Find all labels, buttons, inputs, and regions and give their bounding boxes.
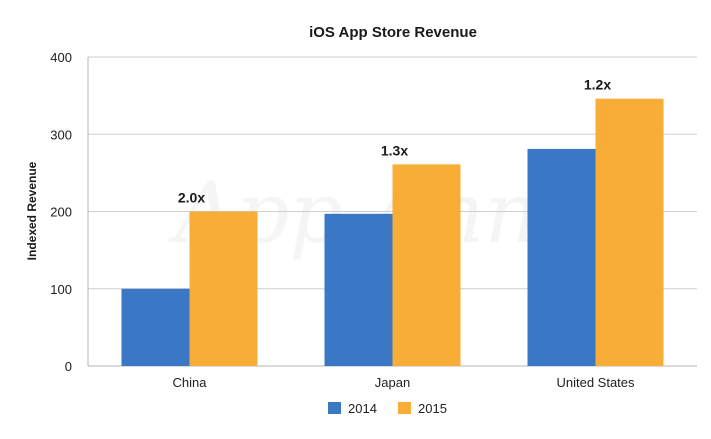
y-tick-label: 100: [50, 282, 72, 297]
labels: 0 100 200 300 400 China 2.0x Japan 1.3x United St…: [50, 50, 635, 390]
y-tick-label: 400: [50, 50, 72, 65]
bar-2015-united-states: [595, 98, 664, 366]
legend-label-2014: 2014: [348, 401, 377, 416]
growth-annotation: 1.2x: [584, 77, 611, 93]
y-tick-label: 200: [50, 205, 72, 220]
chart-title: iOS App Store Revenue: [309, 24, 477, 41]
bars: [121, 98, 664, 366]
bar-2015-china: [189, 211, 258, 366]
x-tick-label: China: [173, 375, 208, 390]
bar-2015-japan: [392, 164, 461, 366]
legend-swatch-2015: [398, 402, 411, 414]
legend-swatch-2014: [328, 402, 341, 414]
bar-2014-china: [121, 288, 190, 366]
x-tick-label: United States: [556, 375, 635, 390]
growth-annotation: 1.3x: [381, 142, 408, 158]
legend-label-2015: 2015: [418, 401, 447, 416]
y-tick-label: 300: [50, 127, 72, 142]
bar-2014-japan: [324, 213, 393, 366]
legend: 2014 2015: [328, 401, 447, 416]
y-tick-label: 0: [65, 359, 72, 374]
growth-annotation: 2.0x: [178, 190, 205, 206]
x-tick-label: Japan: [375, 375, 410, 390]
bar-2014-united-states: [527, 148, 596, 366]
y-axis-label: Indexed Revenue: [25, 161, 39, 260]
